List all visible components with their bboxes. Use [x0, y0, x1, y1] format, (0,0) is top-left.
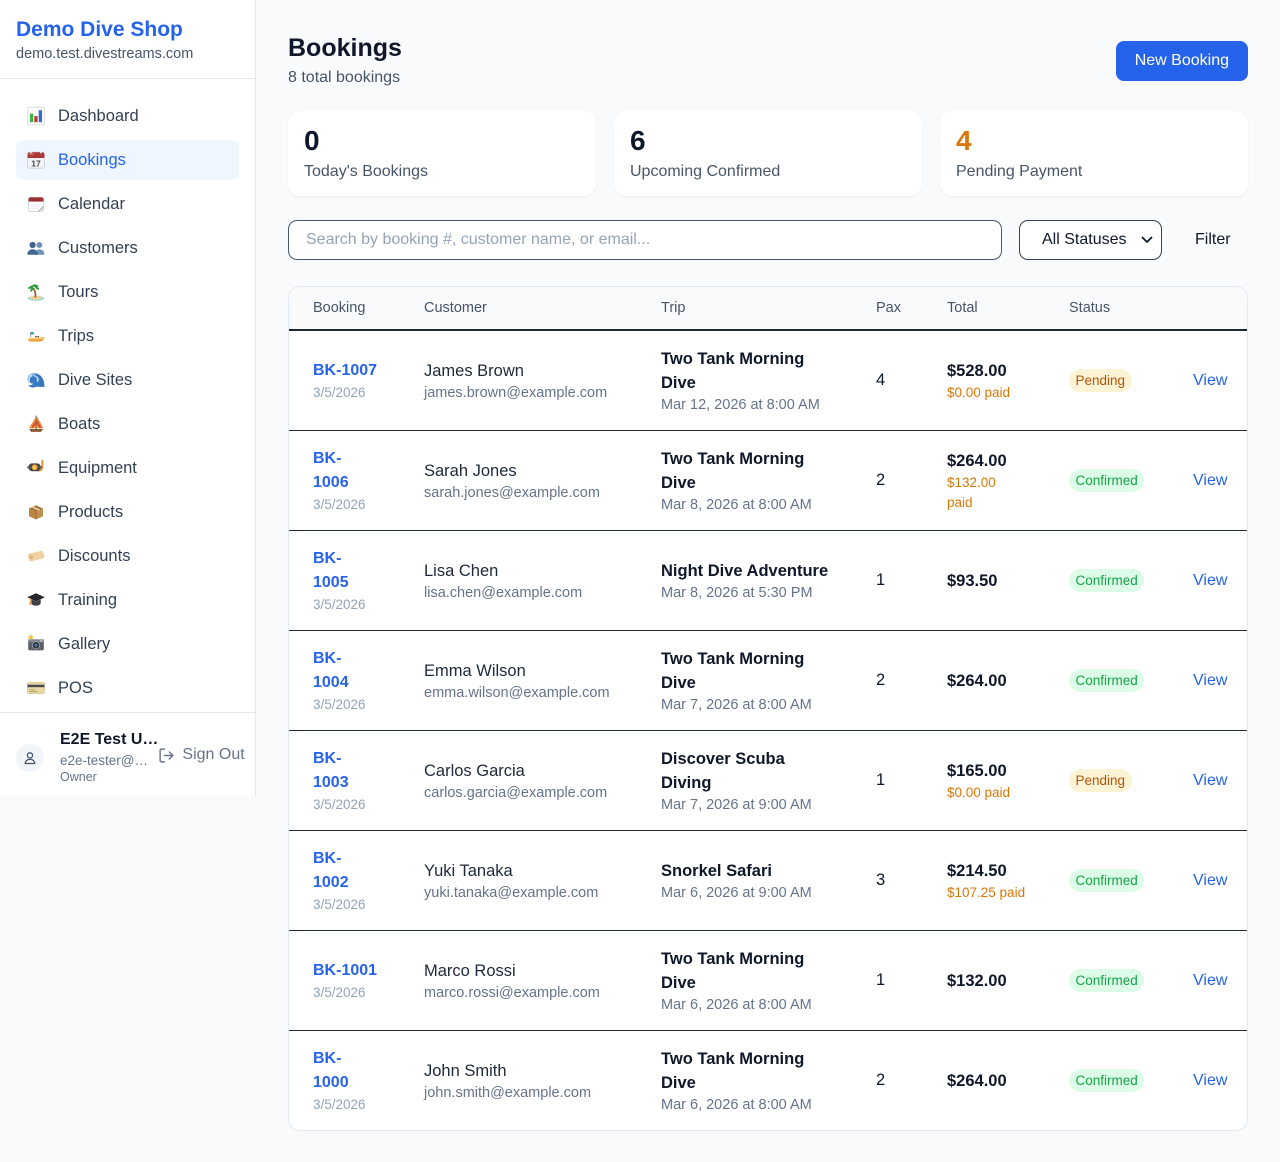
svg-text:17: 17 — [31, 159, 41, 169]
